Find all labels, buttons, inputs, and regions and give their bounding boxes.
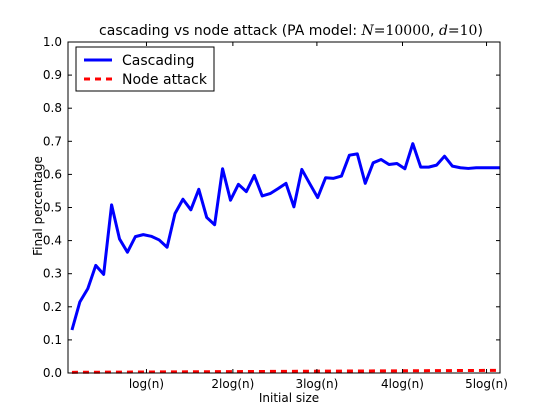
y-tick-label: 0.1 xyxy=(43,333,62,347)
chart-title: cascading vs node attack (PA model: N=10… xyxy=(99,23,483,39)
series-line-node-attack xyxy=(71,368,501,374)
y-tick-label: 0.8 xyxy=(43,101,62,115)
series-line-cascading xyxy=(70,142,500,331)
legend-label-cascading: Cascading xyxy=(122,53,194,69)
y-tick-label: 1.0 xyxy=(43,35,62,49)
y-tick-label: 0.4 xyxy=(43,234,62,248)
x-tick-label: 2log(n) xyxy=(211,377,254,391)
legend-box xyxy=(75,46,215,92)
y-tick-label: 0.9 xyxy=(43,68,62,82)
y-tick-label: 0.5 xyxy=(43,201,62,215)
y-tick-label: 0.6 xyxy=(43,167,62,181)
y-tick-label: 0.3 xyxy=(43,267,62,281)
x-tick-label: 3log(n) xyxy=(295,377,338,391)
plot-frame xyxy=(67,41,501,374)
x-tick-label: log(n) xyxy=(129,377,164,391)
x-tick-label: 4log(n) xyxy=(381,377,424,391)
y-tick-label: 0.2 xyxy=(43,300,62,314)
legend-label-node-attack: Node attack xyxy=(122,72,208,88)
y-axis-label: Final percentage xyxy=(31,156,45,256)
y-tick-label: 0.0 xyxy=(43,366,62,380)
x-tick-label: 5log(n) xyxy=(465,377,508,391)
x-axis-label: Initial size xyxy=(259,391,319,405)
legend: Cascading Node attack xyxy=(75,46,215,92)
y-tick-label: 0.7 xyxy=(43,134,62,148)
plot-area: 0.0 0.1 0.2 0.3 0.4 0.5 0.6 0.7 0.8 0.9 1.0 log(n) 2… xyxy=(43,35,508,391)
